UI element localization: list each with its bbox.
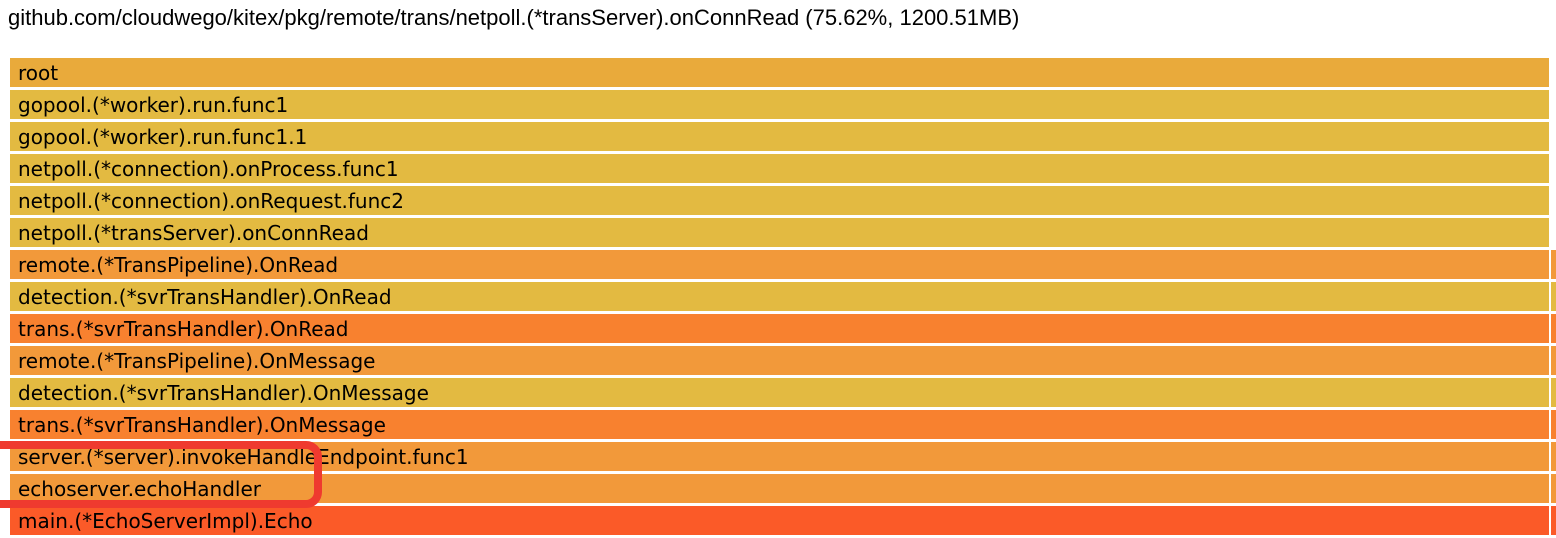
flame-frame-right-sliver <box>1551 506 1556 535</box>
flame-frame[interactable]: netpoll.(*transServer).onConnRead <box>10 218 1549 247</box>
flame-frame[interactable]: remote.(*TransPipeline).OnRead <box>10 250 1549 279</box>
flame-frame-row: detection.(*svrTransHandler).OnRead <box>10 282 1556 311</box>
flame-frame[interactable]: server.(*server).invokeHandleEndpoint.fu… <box>10 442 1549 471</box>
flame-frame-label: gopool.(*worker).run.func1 <box>18 92 289 117</box>
flame-frame-right-sliver <box>1551 250 1556 279</box>
flame-frame[interactable]: detection.(*svrTransHandler).OnMessage <box>10 378 1549 407</box>
flame-frame-right-sliver <box>1551 346 1556 375</box>
flame-frame-row: server.(*server).invokeHandleEndpoint.fu… <box>10 442 1556 471</box>
flame-frame-row: netpoll.(*transServer).onConnRead <box>10 218 1556 247</box>
flame-frame[interactable]: echoserver.echoHandler <box>10 474 1549 503</box>
flame-frame-right-sliver <box>1551 442 1556 471</box>
flame-frame-row: root <box>10 58 1556 87</box>
flame-frame-label: netpoll.(*connection).onRequest.func2 <box>18 188 405 213</box>
flame-frame-label: trans.(*svrTransHandler).OnRead <box>18 316 349 341</box>
flame-frame[interactable]: gopool.(*worker).run.func1 <box>10 90 1549 119</box>
flame-frame-label: detection.(*svrTransHandler).OnMessage <box>18 380 429 405</box>
flame-frame-right-sliver <box>1551 378 1556 407</box>
flamegraph: root gopool.(*worker).run.func1 gopool.(… <box>10 58 1556 538</box>
flame-frame-row: gopool.(*worker).run.func1.1 <box>10 122 1556 151</box>
flame-frame-row: netpoll.(*connection).onProcess.func1 <box>10 154 1556 183</box>
flame-frame-right-sliver <box>1551 410 1556 439</box>
flame-frame-label: detection.(*svrTransHandler).OnRead <box>18 284 392 309</box>
flame-frame[interactable]: main.(*EchoServerImpl).Echo <box>10 506 1549 535</box>
flame-frame[interactable]: gopool.(*worker).run.func1.1 <box>10 122 1549 151</box>
flame-frame-row: remote.(*TransPipeline).OnRead <box>10 250 1556 279</box>
flame-frame[interactable]: trans.(*svrTransHandler).OnMessage <box>10 410 1549 439</box>
flame-frame-row: remote.(*TransPipeline).OnMessage <box>10 346 1556 375</box>
flame-frame-row: echoserver.echoHandler <box>10 474 1556 503</box>
flame-frame-right-sliver <box>1551 474 1556 503</box>
flame-frame-label: gopool.(*worker).run.func1.1 <box>18 124 308 149</box>
flame-frame-label: netpoll.(*transServer).onConnRead <box>18 220 369 245</box>
flame-frame-label: main.(*EchoServerImpl).Echo <box>18 508 313 533</box>
flame-frame-label: trans.(*svrTransHandler).OnMessage <box>18 412 386 437</box>
flame-frame[interactable]: netpoll.(*connection).onProcess.func1 <box>10 154 1549 183</box>
flame-frame-right-sliver <box>1551 314 1556 343</box>
flame-frame-row: trans.(*svrTransHandler).OnRead <box>10 314 1556 343</box>
flame-frame-right-sliver <box>1551 282 1556 311</box>
flame-frame-label: remote.(*TransPipeline).OnRead <box>18 252 339 277</box>
flame-frame[interactable]: remote.(*TransPipeline).OnMessage <box>10 346 1549 375</box>
flame-frame[interactable]: root <box>10 58 1549 87</box>
flame-frame-label: server.(*server).invokeHandleEndpoint.fu… <box>18 444 469 469</box>
page-title: github.com/cloudwego/kitex/pkg/remote/tr… <box>8 5 1020 30</box>
flame-frame-row: gopool.(*worker).run.func1 <box>10 90 1556 119</box>
flame-frame[interactable]: trans.(*svrTransHandler).OnRead <box>10 314 1549 343</box>
flame-frame[interactable]: detection.(*svrTransHandler).OnRead <box>10 282 1549 311</box>
flame-frame[interactable]: netpoll.(*connection).onRequest.func2 <box>10 186 1549 215</box>
flame-frame-row: trans.(*svrTransHandler).OnMessage <box>10 410 1556 439</box>
flame-frame-label: netpoll.(*connection).onProcess.func1 <box>18 156 399 181</box>
flame-frame-row: main.(*EchoServerImpl).Echo <box>10 506 1556 535</box>
flame-frame-label: echoserver.echoHandler <box>18 476 262 501</box>
flame-frame-label: remote.(*TransPipeline).OnMessage <box>18 348 376 373</box>
flame-frame-label: root <box>18 60 59 85</box>
flame-frame-row: detection.(*svrTransHandler).OnMessage <box>10 378 1556 407</box>
flame-frame-row: netpoll.(*connection).onRequest.func2 <box>10 186 1556 215</box>
